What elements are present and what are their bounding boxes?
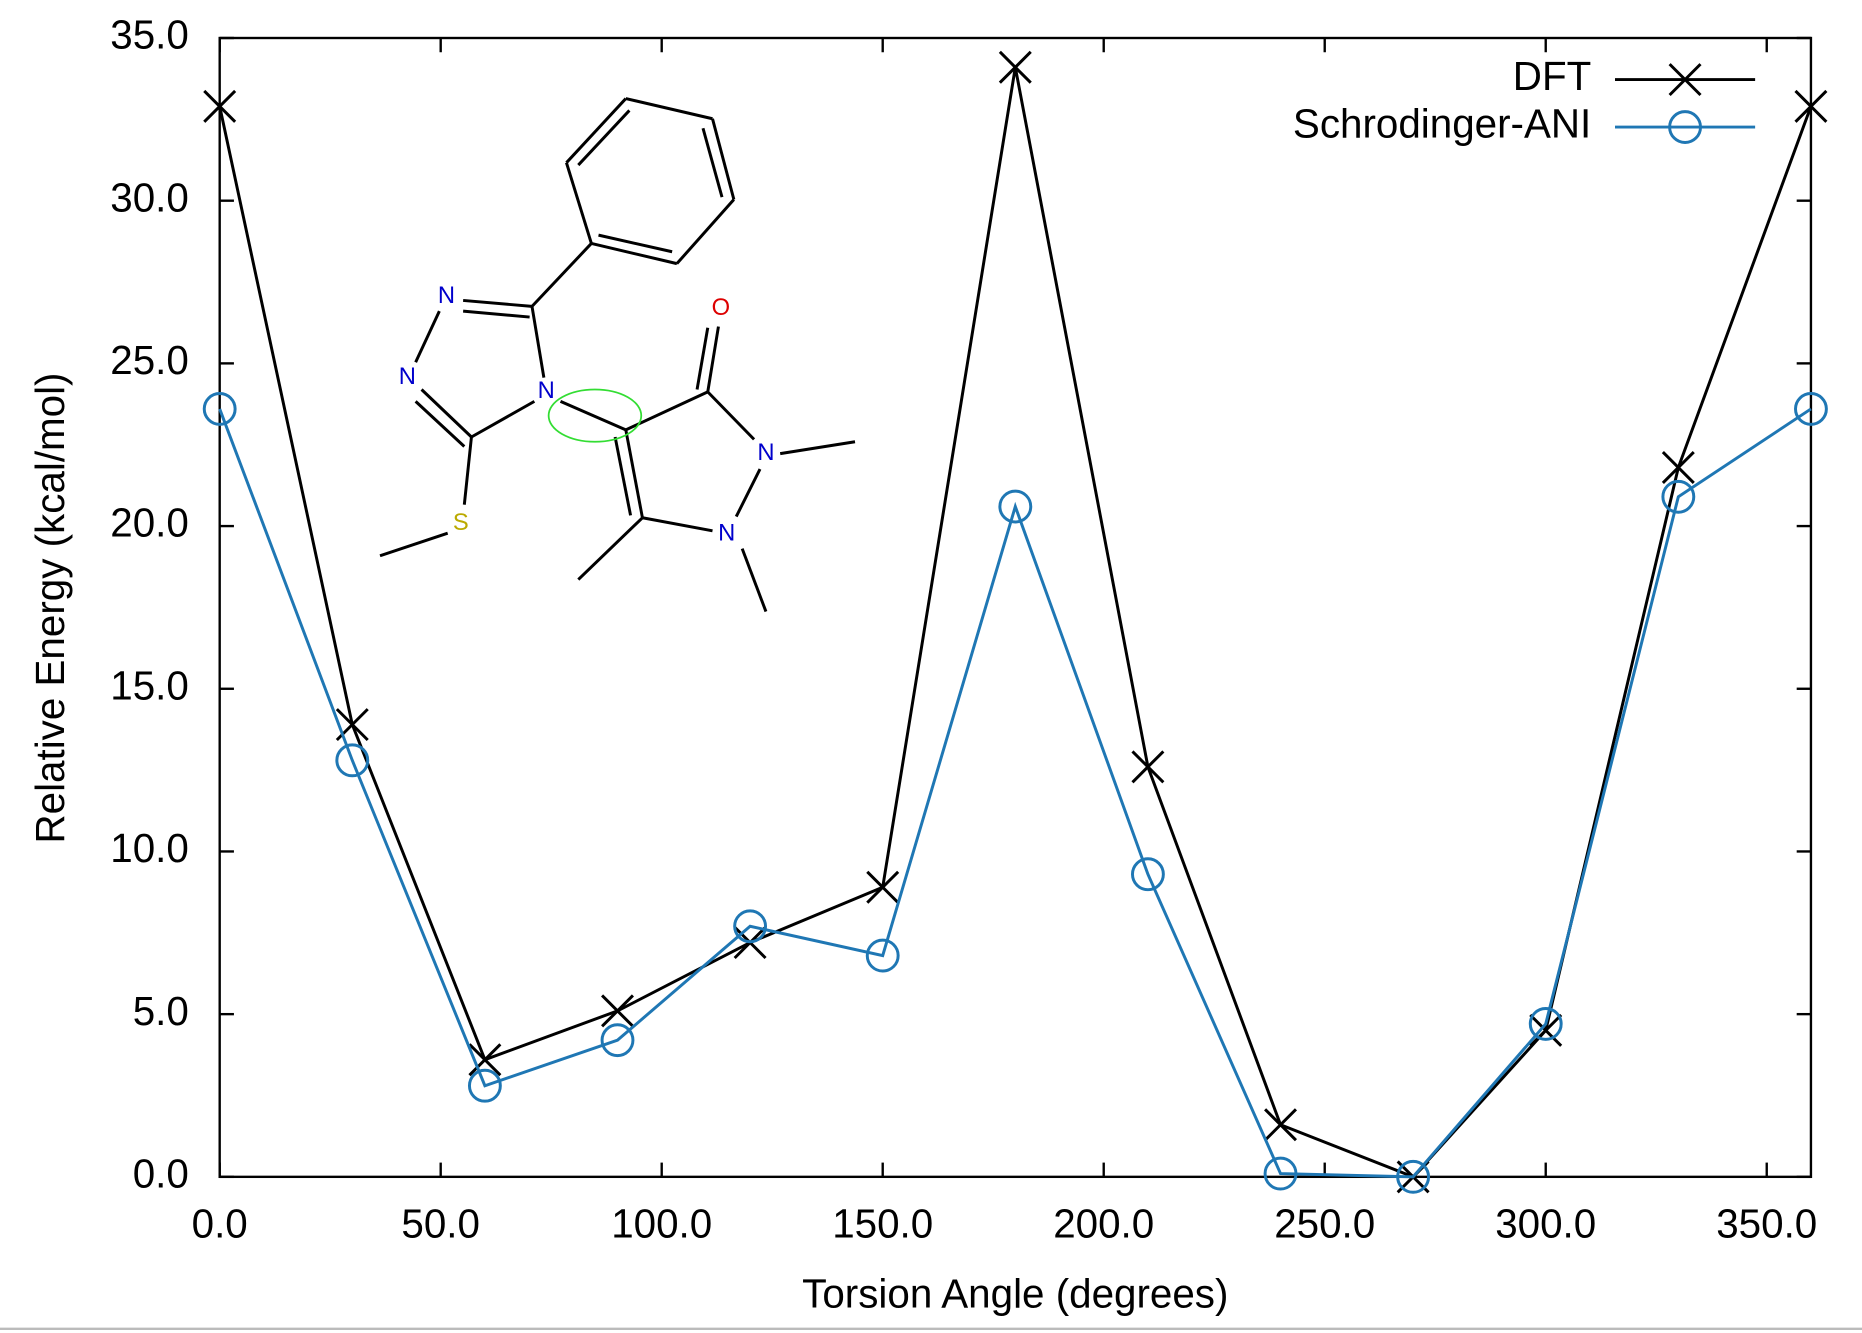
x-tick-label: 300.0 (1495, 1200, 1596, 1246)
x-axis-label: Torsion Angle (degrees) (802, 1270, 1228, 1316)
legend-label: Schrodinger-ANI (1293, 101, 1591, 147)
marker-x (1661, 451, 1695, 484)
atom-label: N (399, 363, 416, 390)
x-tick-label: 350.0 (1716, 1200, 1817, 1246)
x-tick-label: 100.0 (611, 1200, 712, 1246)
marker-x (1131, 750, 1165, 784)
atom-label: N (438, 282, 455, 309)
marker-circle (600, 1023, 635, 1058)
marker-x (1529, 1013, 1563, 1047)
y-tick-label: 30.0 (110, 174, 189, 220)
series-line (218, 407, 1812, 1179)
y-tick-label: 25.0 (110, 337, 189, 383)
marker-circle (733, 909, 768, 944)
marker-circle (998, 489, 1033, 524)
x-tick-label: 200.0 (1053, 1200, 1154, 1246)
marker-x (468, 1043, 502, 1077)
marker-x (1668, 63, 1702, 97)
plot-frame (218, 36, 1813, 1179)
y-tick-label: 20.0 (110, 500, 189, 546)
marker-x (203, 89, 237, 123)
atom-label: N (718, 520, 735, 547)
x-tick-label: 0.0 (192, 1200, 248, 1246)
atom-label: O (712, 294, 730, 321)
marker-circle (1661, 479, 1696, 514)
molecule-drawing (379, 97, 856, 613)
y-tick-label: 10.0 (110, 825, 189, 871)
marker-x (601, 994, 634, 1028)
marker-circle (1668, 110, 1702, 144)
marker-x (1794, 89, 1828, 123)
atom-label: N (538, 377, 555, 404)
x-tick-label: 250.0 (1274, 1200, 1375, 1246)
x-tick-label: 50.0 (401, 1200, 480, 1246)
marker-x (998, 50, 1032, 84)
y-tick-label: 0.0 (133, 1151, 189, 1197)
marker-circle (1794, 392, 1828, 426)
marker-circle (865, 938, 900, 973)
y-tick-label: 15.0 (110, 662, 189, 708)
marker-circle (1263, 1156, 1298, 1191)
y-tick-label: 5.0 (133, 988, 189, 1034)
series-line (218, 67, 1813, 1179)
x-tick-label: 150.0 (832, 1200, 933, 1246)
marker-circle (335, 743, 370, 778)
marker-circle (1528, 1006, 1563, 1041)
marker-circle (467, 1068, 502, 1103)
atom-label: N (757, 439, 774, 466)
y-tick-label: 35.0 (110, 12, 189, 58)
marker-x (1264, 1108, 1298, 1142)
atom-label: S (453, 509, 469, 536)
marker-circle (1396, 1159, 1431, 1194)
legend-label: DFT (1513, 53, 1591, 99)
marker-circle (1130, 857, 1165, 892)
marker-circle (202, 392, 237, 426)
y-axis-label: Relative Energy (kcal/mol) (27, 373, 73, 844)
marker-x (866, 870, 900, 904)
